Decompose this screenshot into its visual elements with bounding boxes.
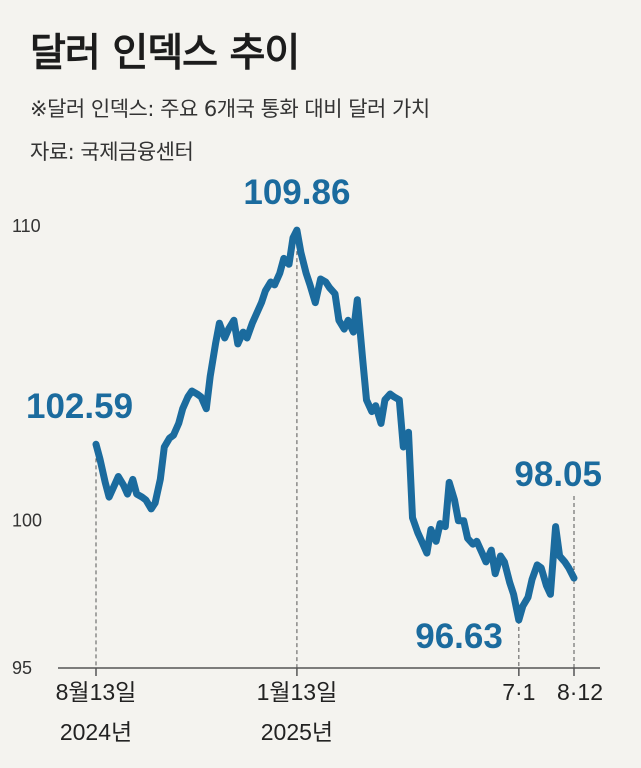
dashed-guides [95, 230, 575, 676]
y-tick-label: 110 [12, 216, 41, 236]
y-tick-label: 100 [12, 511, 42, 531]
chart-subtitle: ※달러 인덱스: 주요 6개국 통화 대비 달러 가치 [30, 97, 430, 121]
x-tick-year-label: 2024년 [60, 719, 132, 745]
callout-label: 109.86 [243, 173, 350, 212]
series-path [92, 226, 578, 624]
y-tick-label: 95 [12, 658, 32, 678]
x-tick-label: 7·1 [502, 679, 535, 705]
x-tick-label: 1월13일 [257, 679, 338, 705]
y-axis-ticks: 95 100 110 [12, 216, 42, 678]
x-tick-label: 8·12 [557, 679, 603, 705]
x-axis-ticks: 8월13일 2024년 1월13일 2025년 7·1 8·12 [56, 679, 603, 745]
callout-label: 96.63 [415, 617, 503, 656]
series-line [92, 226, 578, 624]
page-title: 달러 인덱스 추이 [30, 31, 300, 76]
callout-label: 98.05 [514, 455, 602, 494]
x-tick-year-label: 2025년 [261, 719, 333, 745]
value-callouts: 102.59 109.86 96.63 98.05 [26, 173, 602, 656]
callout-label: 102.59 [26, 387, 133, 426]
chart-source: 자료: 국제금융센터 [30, 140, 194, 164]
x-tick-label: 8월13일 [56, 679, 137, 705]
